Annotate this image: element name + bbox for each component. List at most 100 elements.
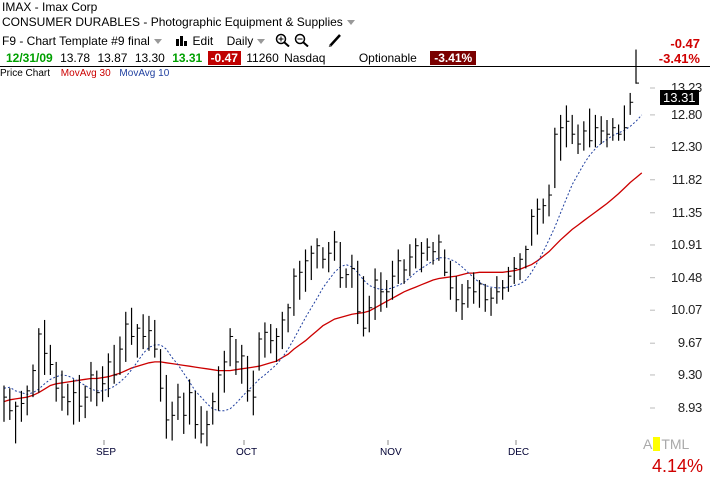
price-bar: [473, 272, 477, 304]
zoom-out-icon[interactable]: [294, 33, 310, 48]
price-bar: [554, 127, 558, 189]
price-bar: [409, 244, 413, 277]
price-bar: [589, 108, 593, 148]
price-bar: [507, 266, 512, 292]
price-bar: [148, 315, 152, 351]
price-bar: [264, 322, 268, 358]
price-bar: [188, 379, 193, 425]
price-bar: [32, 364, 36, 398]
price-bar: [316, 238, 321, 269]
price-bar: [200, 406, 205, 444]
quote-low: 13.30: [134, 51, 165, 65]
price-bar: [502, 280, 506, 300]
price-bar: [612, 118, 616, 141]
legend-price: Price Chart: [0, 68, 51, 79]
period-selector[interactable]: Daily: [227, 34, 266, 48]
zoom-in-icon[interactable]: [275, 33, 291, 48]
price-bar: [281, 311, 286, 350]
toolbar: F9 - Chart Template #9 final Edit Daily: [2, 33, 343, 48]
price-bar: [287, 303, 292, 333]
price-bar: [525, 245, 529, 269]
price-bar: [623, 105, 628, 141]
price-bar: [293, 268, 297, 316]
quote-high: 13.87: [97, 51, 128, 65]
price-bar: [322, 247, 326, 269]
price-bar: [420, 241, 425, 273]
price-bar: [96, 370, 100, 407]
price-bar: [270, 324, 274, 354]
price-bars-layer: [3, 49, 639, 447]
legend-ma10: MovAvg 10: [119, 68, 170, 79]
price-bar: [206, 410, 210, 447]
price-bar: [368, 295, 373, 333]
price-bar: [78, 374, 83, 422]
price-bar: [328, 241, 332, 273]
tml-watermark: A TML: [643, 436, 690, 452]
quote-pct-change: -3.41%: [430, 51, 477, 65]
price-bar: [107, 353, 112, 398]
price-bar: [241, 344, 245, 384]
price-bar: [635, 49, 639, 84]
price-bar: [38, 328, 42, 393]
price-bar: [571, 114, 576, 145]
chart-legend: Price Chart MovAvg 30 MovAvg 10: [0, 68, 169, 79]
price-bar: [252, 370, 257, 416]
ma30-line: [3, 172, 643, 403]
price-bar: [594, 114, 599, 148]
price-bar: [618, 124, 622, 141]
price-bar: [177, 383, 181, 420]
price-bar: [386, 280, 390, 308]
price-bar: [478, 280, 483, 308]
y-tick-label: 8.93: [677, 400, 702, 415]
y-tick-label: 9.30: [677, 366, 702, 382]
y-tick-label: 11.82: [671, 171, 702, 187]
price-bar: [444, 249, 448, 277]
x-tick-label: DEC: [508, 447, 530, 458]
price-bar: [455, 276, 460, 312]
symbol-title: IMAX - Imax Corp: [2, 0, 98, 14]
price-bar: [560, 114, 564, 161]
pencil-icon[interactable]: [327, 33, 343, 48]
price-bar: [391, 260, 396, 300]
right-change: -0.47: [670, 36, 700, 51]
price-bar: [258, 332, 263, 371]
price-bar: [125, 311, 129, 362]
price-bar: [548, 184, 553, 217]
quote-change: -0.47: [207, 51, 241, 65]
price-bar: [351, 254, 355, 288]
dropdown-arrow-icon: [153, 39, 162, 45]
quote-bar: 12/31/09 13.78 13.87 13.30 13.31 -0.47 1…: [6, 51, 477, 65]
price-bar: [9, 388, 13, 420]
footer-pct: 4.14%: [652, 456, 704, 476]
price-bar: [61, 370, 65, 411]
quote-volume: 11260: [246, 51, 279, 65]
price-bar: [484, 283, 489, 312]
last-price-label: 13.31: [660, 90, 699, 105]
price-bar: [217, 366, 222, 411]
template-selector[interactable]: F9 - Chart Template #9 final: [2, 34, 162, 48]
price-bar: [299, 260, 303, 300]
price-bar: [223, 350, 228, 393]
bar-chart-icon: [176, 36, 188, 46]
industry-selector[interactable]: CONSUMER DURABLES - Photographic Equipme…: [2, 15, 355, 29]
price-bar: [380, 272, 384, 312]
y-tick-label: 12.30: [670, 139, 702, 155]
price-bar: [606, 120, 611, 148]
price-bar: [119, 336, 123, 375]
legend-ma30: MovAvg 30: [60, 68, 111, 79]
y-tick-label: 11.35: [671, 204, 702, 220]
edit-button[interactable]: Edit: [175, 34, 216, 48]
ma30-layer: [3, 172, 643, 403]
price-bar: [629, 92, 634, 115]
price-bar: [171, 401, 176, 441]
quote-date: 12/31/09: [6, 51, 53, 65]
price-bar: [49, 344, 54, 375]
price-bar: [531, 209, 535, 246]
price-bar: [3, 385, 7, 422]
price-bar: [43, 319, 48, 375]
price-bar: [426, 238, 431, 261]
price-bar: [212, 392, 216, 425]
dropdown-arrow-icon: [257, 39, 266, 45]
price-bar: [496, 276, 500, 304]
